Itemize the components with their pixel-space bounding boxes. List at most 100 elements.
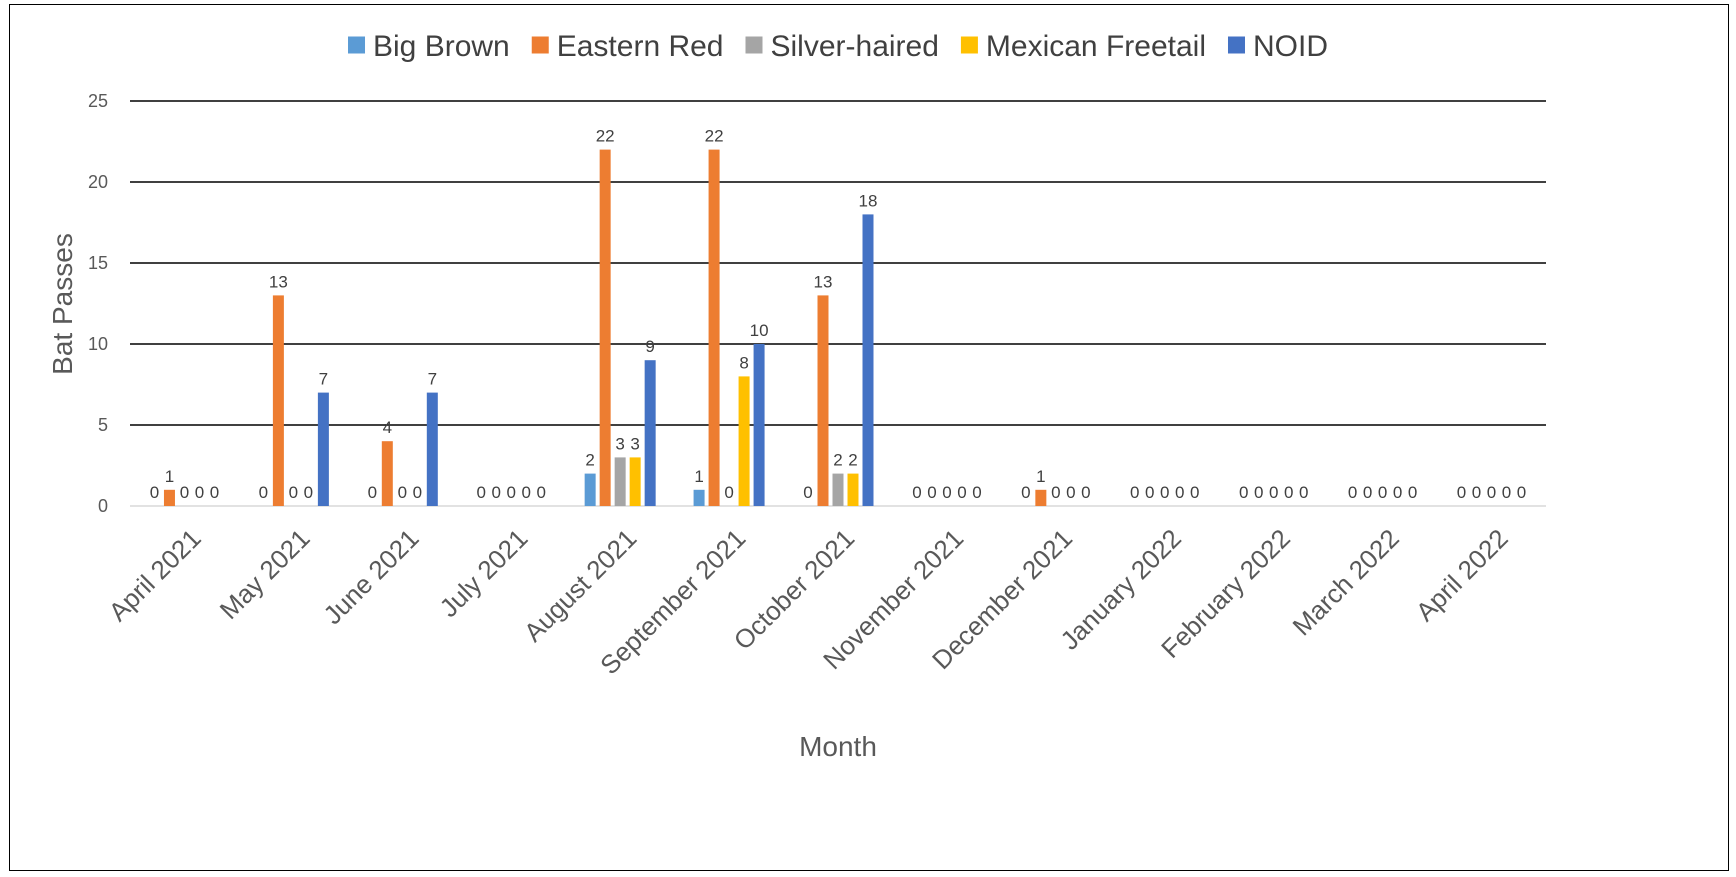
bar-noid: [317, 392, 329, 506]
data-label: 0: [506, 483, 515, 502]
data-label: 0: [289, 483, 298, 502]
data-label: 0: [942, 483, 951, 502]
data-label: 0: [927, 483, 936, 502]
legend-label: Mexican Freetail: [986, 30, 1206, 63]
data-label: 0: [1269, 483, 1278, 502]
data-label: 2: [848, 451, 857, 470]
x-tick-label: May 2021: [214, 523, 316, 625]
data-label: 0: [1457, 483, 1466, 502]
data-label: 0: [1408, 483, 1417, 502]
legend-item: Big Brown: [348, 30, 510, 63]
bar-eastern-red: [708, 149, 720, 506]
legend-swatch: [531, 36, 549, 54]
y-tick-label: 10: [88, 334, 108, 354]
data-label: 10: [750, 321, 769, 340]
data-label: 0: [1363, 483, 1372, 502]
legend-item: Eastern Red: [531, 30, 724, 63]
bar-noid: [753, 344, 765, 506]
data-label: 0: [398, 483, 407, 502]
data-label: 0: [1066, 483, 1075, 502]
x-tick-label: July 2021: [434, 523, 534, 623]
legend-swatch: [960, 36, 978, 54]
data-label: 0: [210, 483, 219, 502]
data-label: 2: [833, 451, 842, 470]
data-label: 0: [1393, 483, 1402, 502]
data-label: 0: [1130, 483, 1139, 502]
bar-eastern-red: [1035, 489, 1047, 506]
data-label: 13: [269, 272, 288, 291]
data-label: 0: [912, 483, 921, 502]
x-tick-label: April 2022: [1410, 523, 1514, 627]
data-label: 9: [645, 337, 654, 356]
data-label: 0: [259, 483, 268, 502]
data-label: 0: [1348, 483, 1357, 502]
data-label: 0: [1284, 483, 1293, 502]
bar-mexican-freetail: [738, 376, 750, 506]
bar-silver-haired: [614, 457, 626, 506]
data-label: 2: [585, 451, 594, 470]
data-label: 0: [1145, 483, 1154, 502]
data-label: 0: [1081, 483, 1090, 502]
data-label: 1: [165, 467, 174, 486]
legend-item: Mexican Freetail: [960, 30, 1206, 63]
legend-label: NOID: [1253, 30, 1328, 63]
legend-label: Big Brown: [373, 30, 510, 63]
bar-big-brown: [693, 489, 705, 506]
data-label: 0: [1021, 483, 1030, 502]
bar-noid: [426, 392, 438, 506]
x-tick-label: April 2021: [103, 523, 207, 627]
y-tick-label: 20: [88, 172, 108, 192]
legend-item: Silver-haired: [745, 30, 939, 63]
x-tick-label: June 2021: [317, 523, 424, 630]
data-label: 0: [724, 483, 733, 502]
x-axis-ticks: April 2021 May 2021 June 2021 July 2021Augu…: [103, 523, 1514, 680]
legend-swatch: [348, 36, 366, 54]
data-label: 22: [596, 127, 615, 146]
gridlines: [130, 100, 1546, 507]
data-label: 0: [521, 483, 530, 502]
data-label: 0: [1299, 483, 1308, 502]
data-label: 0: [1190, 483, 1199, 502]
data-label: 0: [1254, 483, 1263, 502]
data-label: 4: [383, 418, 392, 437]
data-label: 0: [150, 483, 159, 502]
data-label: 0: [1517, 483, 1526, 502]
data-label: 1: [694, 467, 703, 486]
data-label: 18: [859, 191, 878, 210]
data-label: 0: [413, 483, 422, 502]
data-label: 0: [491, 483, 500, 502]
data-label: 0: [1175, 483, 1184, 502]
bars: [163, 149, 1047, 506]
data-label: 0: [1051, 483, 1060, 502]
y-axis-ticks: 0 5 10 15 20 25: [88, 91, 108, 516]
data-label: 0: [1160, 483, 1169, 502]
bar-mexican-freetail: [847, 473, 859, 506]
y-tick-label: 5: [98, 415, 108, 435]
data-label: 0: [368, 483, 377, 502]
bar-eastern-red: [272, 295, 284, 506]
data-label: 0: [803, 483, 812, 502]
y-axis-title: Bat Passes: [47, 233, 78, 375]
data-label: 7: [428, 370, 437, 389]
data-label: 7: [319, 370, 328, 389]
data-label: 0: [972, 483, 981, 502]
legend-item: NOID: [1227, 30, 1328, 63]
data-label: 0: [957, 483, 966, 502]
data-label: 0: [476, 483, 485, 502]
bar-eastern-red: [163, 489, 175, 506]
legend-swatch: [1227, 36, 1245, 54]
data-label: 0: [1487, 483, 1496, 502]
data-label: 0: [180, 483, 189, 502]
legend-label: Eastern Red: [557, 30, 724, 63]
bar-eastern-red: [817, 295, 829, 506]
data-label: 3: [615, 434, 624, 453]
data-label: 0: [195, 483, 204, 502]
x-axis-title: Month: [799, 731, 877, 762]
legend-label: Silver-haired: [771, 30, 939, 63]
data-label: 3: [630, 434, 639, 453]
data-label: 13: [814, 272, 833, 291]
bar-eastern-red: [381, 441, 393, 506]
data-label: 0: [536, 483, 545, 502]
